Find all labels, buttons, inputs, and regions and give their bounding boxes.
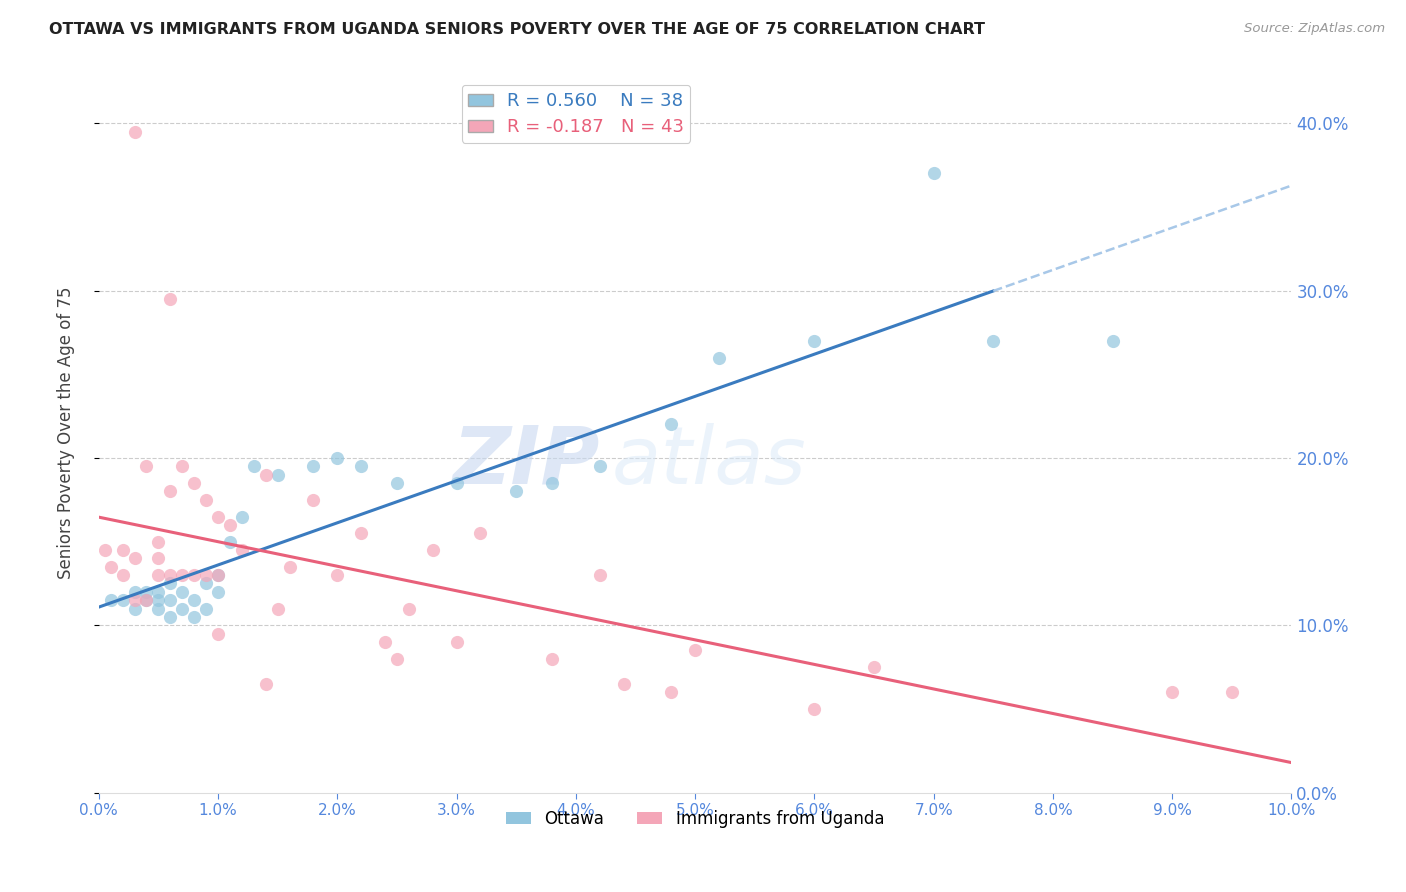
Point xyxy=(589,459,612,474)
Point xyxy=(195,568,218,582)
Point xyxy=(172,568,194,582)
Text: ZIP: ZIP xyxy=(453,423,600,500)
Point xyxy=(659,417,682,432)
Point xyxy=(350,526,373,541)
Point xyxy=(124,601,146,615)
Point xyxy=(278,559,301,574)
Point xyxy=(148,551,170,566)
Text: Source: ZipAtlas.com: Source: ZipAtlas.com xyxy=(1244,22,1385,36)
Point xyxy=(683,643,706,657)
Point xyxy=(326,568,349,582)
Point xyxy=(470,526,492,541)
Point xyxy=(111,543,134,558)
Point xyxy=(207,568,229,582)
Point xyxy=(219,517,242,532)
Point xyxy=(385,652,408,666)
Point xyxy=(803,702,825,716)
Point xyxy=(111,568,134,582)
Point xyxy=(863,660,886,674)
Point xyxy=(398,601,420,615)
Point xyxy=(135,459,157,474)
Text: atlas: atlas xyxy=(612,423,807,500)
Point xyxy=(231,509,253,524)
Point xyxy=(446,476,468,491)
Point xyxy=(159,576,181,591)
Point xyxy=(207,626,229,640)
Point xyxy=(183,610,205,624)
Point xyxy=(172,459,194,474)
Point xyxy=(505,484,527,499)
Point xyxy=(207,509,229,524)
Point xyxy=(613,677,636,691)
Point xyxy=(243,459,266,474)
Point xyxy=(135,593,157,607)
Point xyxy=(254,467,277,482)
Point xyxy=(207,568,229,582)
Y-axis label: Seniors Poverty Over the Age of 75: Seniors Poverty Over the Age of 75 xyxy=(58,286,75,579)
Point xyxy=(1101,334,1123,348)
Point xyxy=(1161,685,1184,699)
Text: OTTAWA VS IMMIGRANTS FROM UGANDA SENIORS POVERTY OVER THE AGE OF 75 CORRELATION : OTTAWA VS IMMIGRANTS FROM UGANDA SENIORS… xyxy=(49,22,986,37)
Point xyxy=(124,584,146,599)
Point xyxy=(541,652,564,666)
Point xyxy=(659,685,682,699)
Point xyxy=(159,568,181,582)
Point xyxy=(148,601,170,615)
Point xyxy=(446,635,468,649)
Point xyxy=(195,576,218,591)
Point xyxy=(183,476,205,491)
Point xyxy=(100,593,122,607)
Point xyxy=(195,601,218,615)
Point xyxy=(183,568,205,582)
Point xyxy=(350,459,373,474)
Point xyxy=(100,559,122,574)
Point xyxy=(172,584,194,599)
Point xyxy=(385,476,408,491)
Point xyxy=(803,334,825,348)
Point xyxy=(135,593,157,607)
Point xyxy=(195,492,218,507)
Point xyxy=(124,593,146,607)
Point xyxy=(1220,685,1243,699)
Point xyxy=(981,334,1004,348)
Point xyxy=(148,568,170,582)
Point xyxy=(183,593,205,607)
Point xyxy=(541,476,564,491)
Point xyxy=(589,568,612,582)
Point xyxy=(374,635,396,649)
Point xyxy=(267,601,290,615)
Point xyxy=(159,292,181,306)
Point xyxy=(148,593,170,607)
Point xyxy=(302,459,325,474)
Point xyxy=(159,610,181,624)
Point xyxy=(254,677,277,691)
Point xyxy=(148,584,170,599)
Point xyxy=(172,601,194,615)
Point xyxy=(219,534,242,549)
Point xyxy=(159,593,181,607)
Point xyxy=(159,484,181,499)
Point xyxy=(922,166,945,180)
Point xyxy=(231,543,253,558)
Point xyxy=(111,593,134,607)
Point xyxy=(267,467,290,482)
Point xyxy=(124,551,146,566)
Legend: Ottawa, Immigrants from Uganda: Ottawa, Immigrants from Uganda xyxy=(499,804,891,835)
Point xyxy=(707,351,730,365)
Point xyxy=(94,543,117,558)
Point xyxy=(326,450,349,465)
Point xyxy=(124,124,146,138)
Point xyxy=(148,534,170,549)
Point xyxy=(135,584,157,599)
Point xyxy=(422,543,444,558)
Point xyxy=(207,584,229,599)
Point xyxy=(302,492,325,507)
